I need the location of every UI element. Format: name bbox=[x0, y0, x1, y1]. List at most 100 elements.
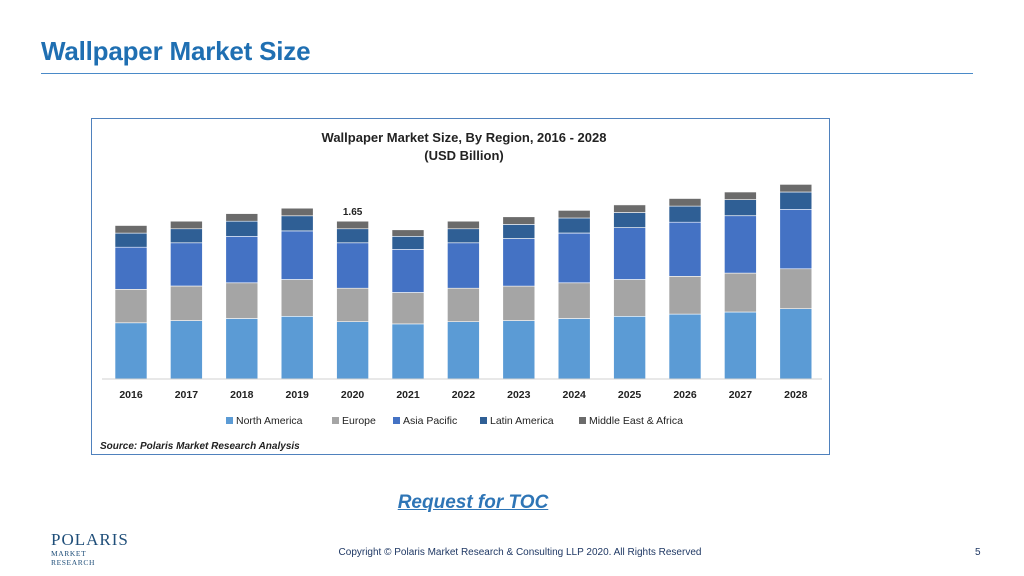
bar-2022-europe bbox=[447, 287, 480, 322]
bar-2028-europe bbox=[779, 268, 813, 309]
bar-2027-europe bbox=[724, 272, 757, 313]
bar-2026-europe bbox=[668, 276, 702, 315]
chart-subtitle: (USD Billion) bbox=[424, 148, 503, 163]
legend-label-europe: Europe bbox=[342, 415, 376, 427]
bar-2021-middle-east-africa bbox=[391, 229, 425, 237]
bar-2020-latin-america bbox=[336, 228, 369, 244]
bar-2026-middle-east-africa bbox=[668, 198, 702, 207]
bar-2018-latin-america bbox=[225, 220, 259, 237]
bar-2022-middle-east-africa bbox=[447, 220, 480, 230]
x-tick-label-2027: 2027 bbox=[729, 389, 753, 401]
bar-2025-latin-america bbox=[613, 212, 646, 228]
bar-2026-north-america bbox=[668, 313, 702, 380]
chart-bars: 1.65 bbox=[114, 184, 813, 380]
legend-label-latin-america: Latin America bbox=[490, 415, 554, 427]
slide-title: Wallpaper Market Size bbox=[41, 36, 311, 66]
x-tick-label-2019: 2019 bbox=[286, 389, 310, 401]
x-tick-label-2021: 2021 bbox=[396, 389, 420, 401]
bar-2019-europe bbox=[280, 279, 314, 317]
bar-2019-asia-pacific bbox=[280, 230, 314, 280]
x-tick-label-2025: 2025 bbox=[618, 389, 642, 401]
bar-2026-asia-pacific bbox=[668, 221, 702, 277]
bar-2019-north-america bbox=[280, 316, 314, 380]
bar-2025-north-america bbox=[613, 316, 646, 380]
legend-swatch-north-america bbox=[226, 417, 233, 424]
chart-source: Source: Polaris Market Research Analysis bbox=[100, 441, 300, 452]
bar-2021-latin-america bbox=[391, 236, 425, 250]
bar-2019-latin-america bbox=[280, 215, 314, 232]
bar-2025-europe bbox=[613, 279, 646, 317]
bar-2023-north-america bbox=[502, 320, 536, 380]
chart-legend: North America Europe Asia Pacific Latin Ame… bbox=[226, 415, 683, 427]
legend-label-middle-east-africa: Middle East & Africa bbox=[589, 415, 683, 427]
legend-swatch-europe bbox=[332, 417, 339, 424]
bar-2025-middle-east-africa bbox=[613, 204, 646, 213]
bar-2022-north-america bbox=[447, 321, 480, 380]
bar-2018-middle-east-africa bbox=[225, 213, 259, 222]
chart-frame: Wallpaper Market Size, By Region, 2016 -… bbox=[91, 118, 830, 455]
legend-label-asia-pacific: Asia Pacific bbox=[403, 415, 457, 427]
x-tick-label-2018: 2018 bbox=[230, 389, 254, 401]
bar-2017-middle-east-africa bbox=[170, 220, 203, 230]
bar-2018-europe bbox=[225, 282, 259, 319]
request-toc-link[interactable]: Request for TOC bbox=[397, 492, 549, 513]
bar-2017-europe bbox=[170, 285, 203, 321]
x-tick-label-2023: 2023 bbox=[507, 389, 531, 401]
bar-2024-europe bbox=[557, 282, 591, 319]
bar-2020-asia-pacific bbox=[336, 242, 369, 289]
chart-title: Wallpaper Market Size, By Region, 2016 -… bbox=[322, 130, 607, 145]
bar-2024-latin-america bbox=[557, 217, 591, 234]
x-tick-label-2028: 2028 bbox=[784, 389, 808, 401]
bar-2022-asia-pacific bbox=[447, 242, 480, 289]
bar-2028-middle-east-africa bbox=[779, 184, 813, 193]
logo-name: POLARIS bbox=[51, 530, 129, 549]
copyright-text: Copyright © Polaris Market Research & Co… bbox=[338, 547, 702, 558]
bar-2016-europe bbox=[114, 289, 148, 324]
legend-swatch-middle-east-africa bbox=[579, 417, 586, 424]
bar-2025-asia-pacific bbox=[613, 227, 646, 280]
bar-2020-europe bbox=[336, 287, 369, 322]
bar-2023-middle-east-africa bbox=[502, 216, 536, 225]
bar-2028-latin-america bbox=[779, 191, 813, 210]
page-number: 5 bbox=[975, 547, 981, 558]
bar-2028-asia-pacific bbox=[779, 209, 813, 270]
bar-2023-asia-pacific bbox=[502, 238, 536, 287]
bar-2016-middle-east-africa bbox=[114, 225, 148, 234]
title-divider bbox=[41, 73, 973, 74]
bar-2023-latin-america bbox=[502, 224, 536, 239]
bar-2021-north-america bbox=[391, 323, 425, 380]
bar-2021-asia-pacific bbox=[391, 249, 425, 293]
x-tick-label-2026: 2026 bbox=[673, 389, 697, 401]
bar-2023-europe bbox=[502, 285, 536, 321]
x-tick-label-2024: 2024 bbox=[563, 389, 587, 401]
bar-2020-north-america bbox=[336, 321, 369, 380]
x-tick-label-2016: 2016 bbox=[119, 389, 143, 401]
bar-2020-middle-east-africa bbox=[336, 220, 369, 230]
bar-2028-north-america bbox=[779, 308, 813, 380]
x-tick-label-2022: 2022 bbox=[452, 389, 476, 401]
bar-2027-asia-pacific bbox=[724, 215, 757, 274]
x-axis-ticks: 2016 2017 2018 2019 2020 2021 2022 2023 2024 2025… bbox=[119, 389, 807, 401]
bar-2016-latin-america bbox=[114, 232, 148, 248]
bar-2016-asia-pacific bbox=[114, 246, 148, 290]
bar-2016-north-america bbox=[114, 322, 148, 380]
bar-2017-north-america bbox=[170, 320, 203, 380]
bar-2017-latin-america bbox=[170, 228, 203, 244]
bar-2027-middle-east-africa bbox=[724, 191, 757, 200]
bar-2024-asia-pacific bbox=[557, 232, 591, 284]
bar-2024-north-america bbox=[557, 318, 591, 380]
x-tick-label-2020: 2020 bbox=[341, 389, 365, 401]
legend-swatch-latin-america bbox=[480, 417, 487, 424]
bar-2018-north-america bbox=[225, 318, 259, 380]
bar-2021-europe bbox=[391, 292, 425, 325]
bar-2019-middle-east-africa bbox=[280, 207, 314, 217]
logo-subtitle: MARKET RESEARCH bbox=[51, 549, 95, 567]
bar-2027-latin-america bbox=[724, 199, 757, 217]
data-label-2020: 1.65 bbox=[343, 207, 363, 218]
bar-2027-north-america bbox=[724, 311, 757, 380]
bar-2022-latin-america bbox=[447, 228, 480, 244]
legend-label-north-america: North America bbox=[236, 415, 303, 427]
polaris-logo: POLARIS MARKET RESEARCH bbox=[51, 530, 131, 568]
x-tick-label-2017: 2017 bbox=[175, 389, 199, 401]
bar-2026-latin-america bbox=[668, 205, 702, 223]
